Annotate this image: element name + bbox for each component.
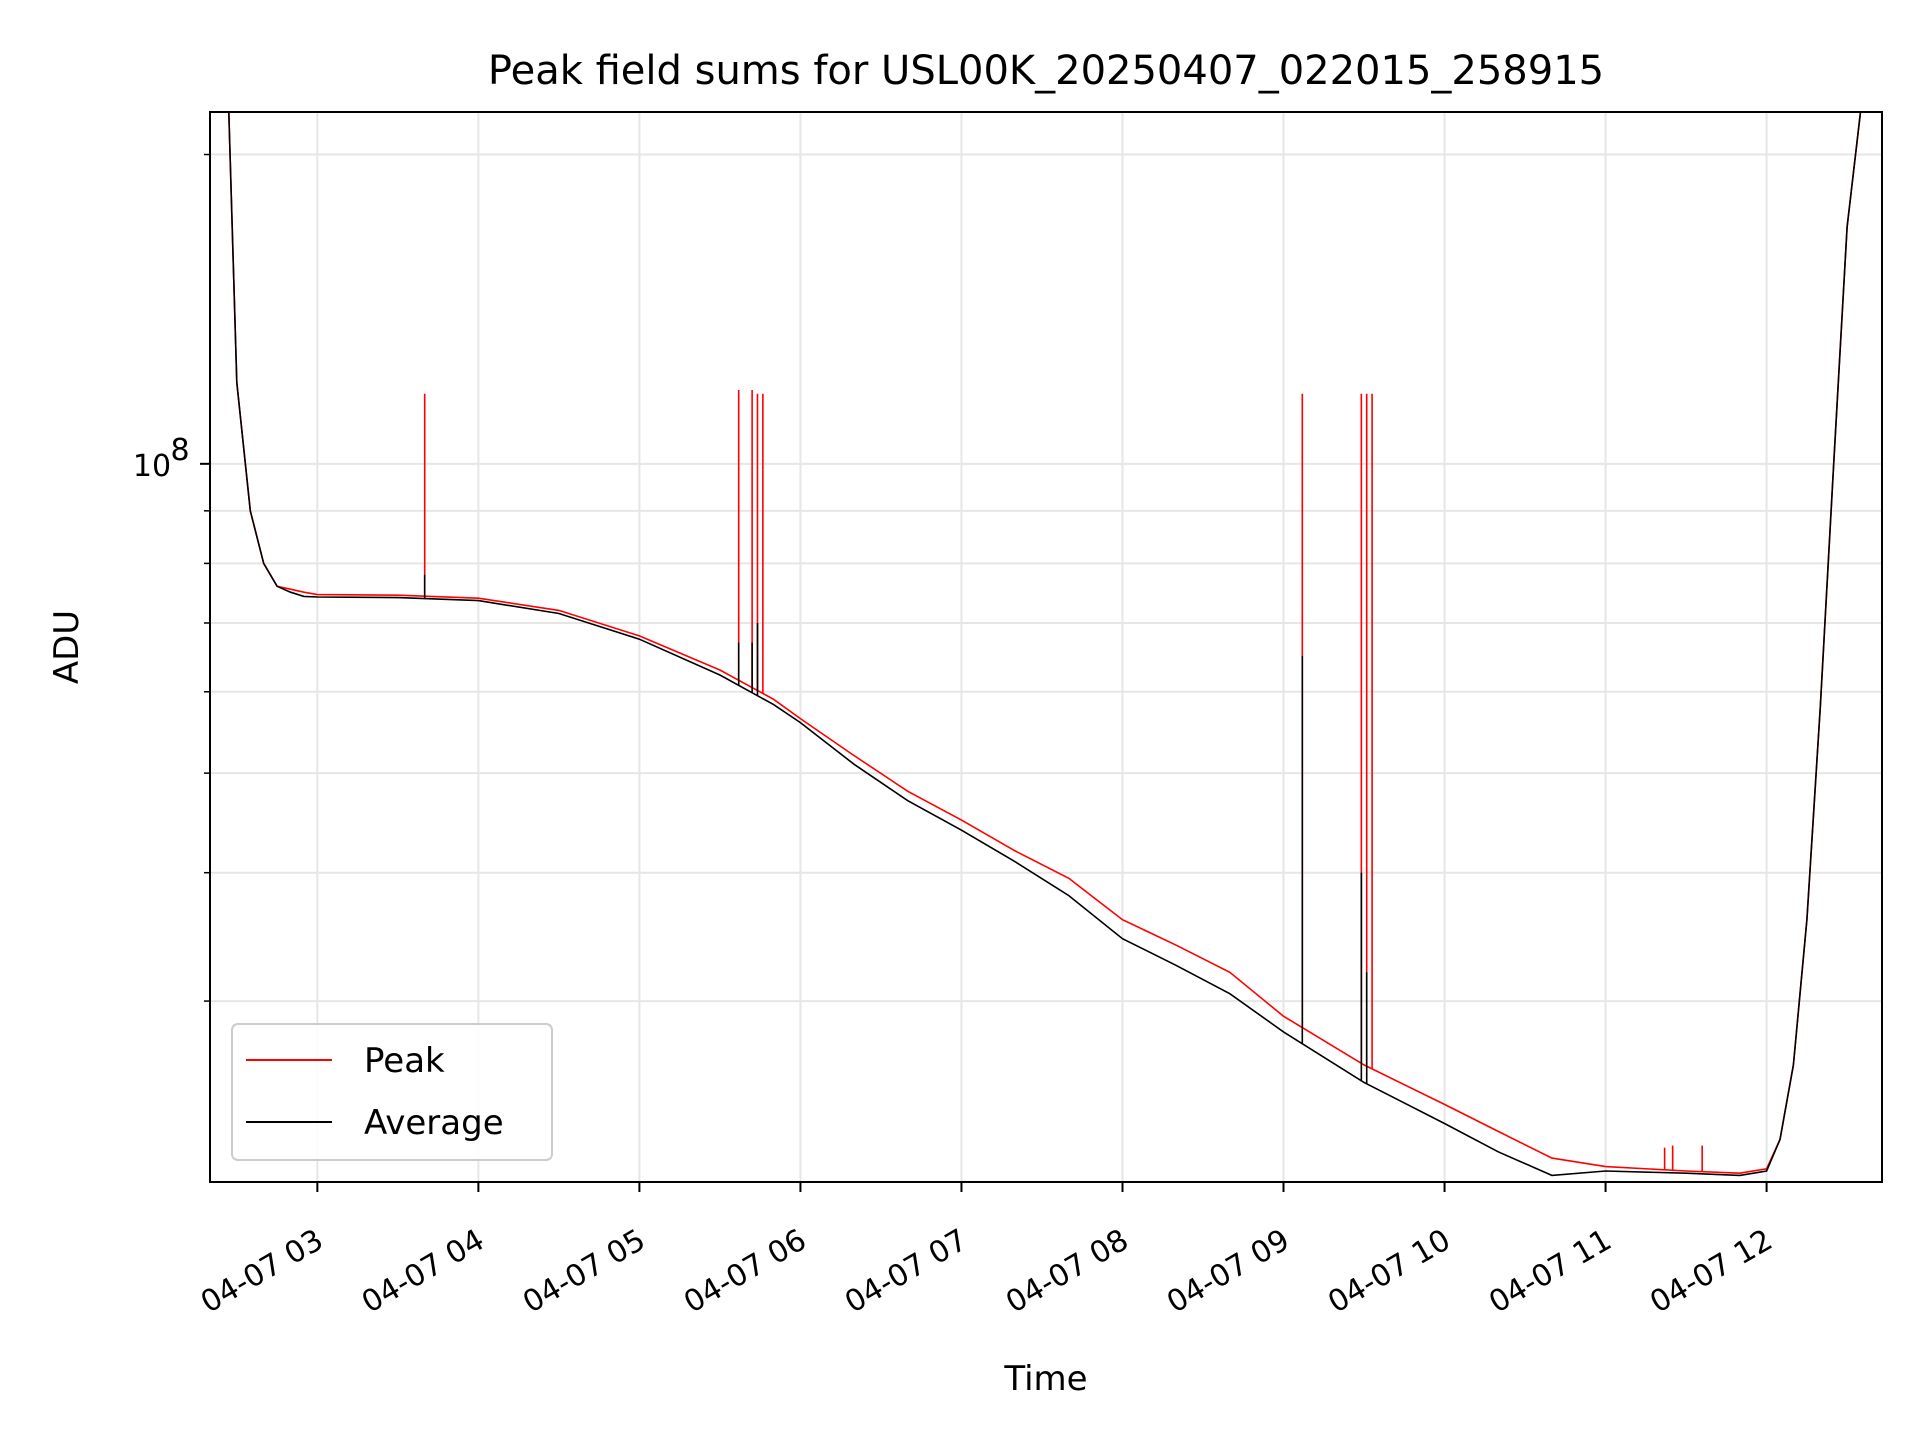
plot-frame bbox=[209, 111, 1883, 1183]
x-axis-label: Time bbox=[1003, 1359, 1087, 1399]
plot-series bbox=[210, 112, 1862, 1177]
chart-title: Peak field sums for USL00K_20250407_0220… bbox=[488, 48, 1604, 94]
y-tick-label: 10 bbox=[133, 449, 171, 484]
series-line-average bbox=[210, 112, 1862, 1177]
legend-box bbox=[231, 1023, 553, 1161]
legend-label-peak: Peak bbox=[364, 1041, 445, 1081]
legend-label-average: Average bbox=[364, 1103, 504, 1143]
y-tick-exponent: 8 bbox=[170, 433, 189, 468]
grid bbox=[210, 112, 1882, 1182]
y-axis-label: ADU bbox=[47, 610, 87, 684]
legend: Peak Average bbox=[231, 1023, 553, 1161]
